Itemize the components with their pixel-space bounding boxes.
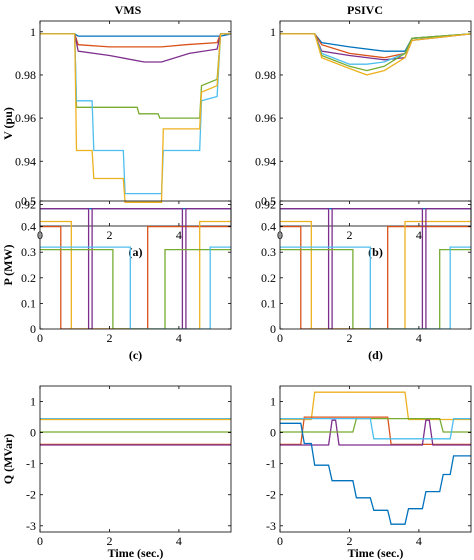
series-cyan-line	[280, 246, 471, 329]
axes-box	[39, 385, 232, 533]
series-green-line	[280, 417, 471, 433]
x-tick-label: 2	[106, 534, 112, 548]
y-tick-label: 0.1	[261, 296, 276, 310]
panel-label: (d)	[368, 348, 383, 362]
y-tick-label: -2	[266, 488, 276, 502]
y-tick-label: 0.94	[15, 154, 36, 168]
y-tick-label: 0	[30, 322, 36, 336]
panel-c	[39, 200, 232, 330]
x-tick-label: 2	[106, 331, 112, 345]
y-axis-label: P (MW)	[1, 245, 15, 286]
y-tick-label: 0.5	[21, 194, 36, 208]
axes-box	[39, 20, 232, 227]
series-blue-line	[280, 422, 471, 525]
y-tick-label: -2	[26, 488, 36, 502]
y-tick-label: 0	[270, 426, 276, 440]
y-axis-label: V (pu)	[1, 107, 15, 140]
series-cyan-line	[40, 33, 231, 195]
series-cyan-line	[280, 33, 471, 65]
series-purple-line	[280, 33, 471, 61]
x-axis-label: Time (sec.)	[108, 546, 164, 560]
series-purple-line	[40, 208, 231, 329]
panel-e	[39, 385, 232, 533]
x-tick-label: 4	[416, 534, 422, 548]
y-tick-label: 0.5	[261, 194, 276, 208]
series-green-line	[40, 248, 231, 329]
series-yellow-line	[40, 220, 231, 329]
y-tick-label: 0.2	[261, 271, 276, 285]
series-green-line	[280, 248, 471, 329]
y-tick-label: 0.96	[15, 111, 36, 125]
x-axis-label: Time (sec.)	[348, 546, 404, 560]
column-title-vms: VMS	[115, 3, 142, 17]
panel-label: (a)	[129, 245, 143, 259]
y-tick-label: 0.98	[255, 68, 276, 82]
y-tick-label: 0.92	[15, 197, 36, 211]
y-tick-label: 0.92	[255, 197, 276, 211]
x-tick-label: 4	[176, 228, 182, 242]
x-tick-label: 0	[37, 331, 43, 345]
y-tick-label: 0.94	[255, 154, 276, 168]
panel-label: (c)	[129, 348, 142, 362]
series-cyan-line	[40, 246, 231, 329]
y-tick-label: 1	[270, 25, 276, 39]
panel-b	[279, 20, 472, 227]
axes-box	[39, 200, 232, 330]
series-orange-line	[40, 225, 231, 329]
y-tick-label: 0	[30, 426, 36, 440]
y-tick-label: 0.4	[261, 220, 276, 234]
y-tick-label: 0.3	[261, 245, 276, 259]
series-orange-line	[280, 225, 471, 329]
series-yellow-line	[40, 33, 231, 203]
x-tick-label: 2	[346, 534, 352, 548]
y-tick-label: 0.3	[21, 245, 36, 259]
x-tick-label: 2	[346, 228, 352, 242]
x-tick-label: 0	[37, 534, 43, 548]
x-tick-label: 2	[346, 331, 352, 345]
y-tick-label: 0.2	[21, 271, 36, 285]
y-tick-label: 1	[270, 395, 276, 409]
y-tick-label: 1	[30, 25, 36, 39]
series-cyan-line	[280, 417, 471, 440]
x-tick-label: 4	[176, 534, 182, 548]
x-tick-label: 4	[416, 331, 422, 345]
series-purple-line	[40, 33, 231, 63]
y-tick-label: 0.98	[15, 68, 36, 82]
x-tick-label: 0	[277, 534, 283, 548]
axes-box	[279, 200, 472, 330]
y-tick-label: 1	[30, 395, 36, 409]
x-tick-label: 4	[416, 228, 422, 242]
series-green-line	[280, 33, 471, 72]
y-axis-label: Q (MVar)	[1, 434, 15, 485]
panel-label: (b)	[368, 245, 383, 259]
panel-a	[39, 20, 232, 227]
series-purple-line	[280, 208, 471, 329]
panel-f	[279, 385, 472, 533]
x-tick-label: 4	[176, 331, 182, 345]
panel-d	[279, 200, 472, 330]
series-yellow-line	[280, 391, 471, 421]
series-yellow-line	[280, 33, 471, 76]
y-tick-label: -3	[26, 519, 36, 533]
y-tick-label: 0	[270, 322, 276, 336]
x-tick-label: 0	[277, 331, 283, 345]
y-tick-label: -3	[266, 519, 276, 533]
column-title-psivc: PSIVC	[347, 3, 383, 17]
axes-box	[279, 20, 472, 227]
x-tick-label: 2	[106, 228, 112, 242]
y-tick-label: -1	[26, 457, 36, 471]
series-yellow-line	[280, 220, 471, 329]
y-tick-label: 0.1	[21, 296, 36, 310]
y-tick-label: 0.4	[21, 220, 36, 234]
axes-box	[279, 385, 472, 533]
y-tick-label: -1	[266, 457, 276, 471]
y-tick-label: 0.96	[255, 111, 276, 125]
